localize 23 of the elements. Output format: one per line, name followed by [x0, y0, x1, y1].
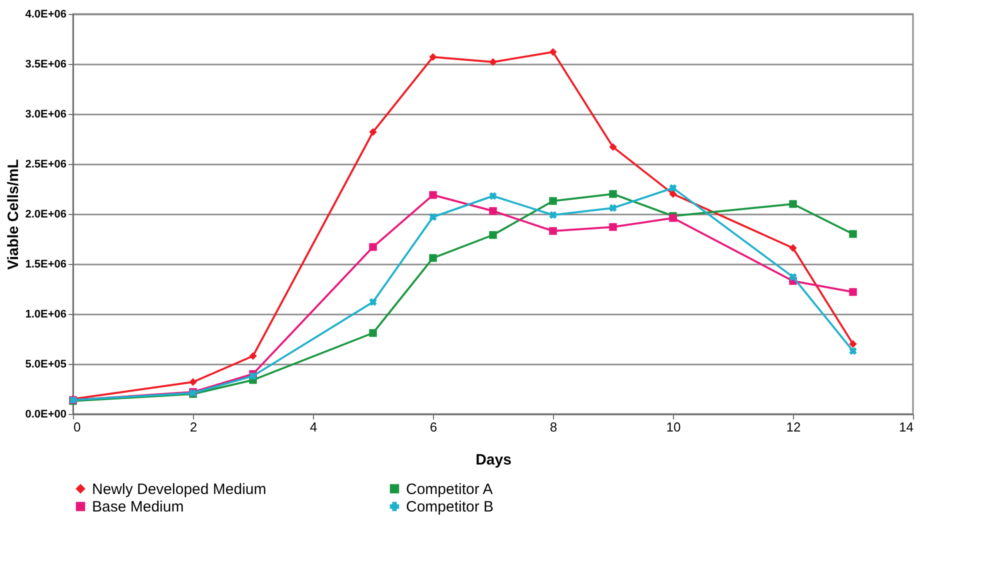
x-tick-label: 10 [666, 420, 681, 434]
x-tick-label: 14 [899, 420, 914, 434]
y-tick-label: 2.0E+06 [25, 208, 66, 220]
x-axis-title: Days [476, 452, 512, 468]
y-tick-label: 0.0E+00 [25, 408, 66, 420]
y-tick-label: 2.5E+06 [25, 158, 66, 170]
legend-label: Competitor B [406, 498, 494, 516]
legend-label: Newly Developed Medium [92, 480, 266, 498]
y-axis-title: Viable Cells/mL [5, 159, 22, 270]
legend-label: Competitor A [406, 480, 493, 498]
y-tick-label: 3.0E+06 [25, 108, 66, 120]
y-tick-label: 3.5E+06 [25, 58, 66, 70]
y-tick-label: 4.0E+06 [25, 8, 66, 20]
x-tick-label: 12 [786, 420, 801, 434]
x-tick-label: 2 [190, 420, 198, 434]
legend-label: Base Medium [92, 498, 184, 516]
x-tick-label: 4 [310, 420, 318, 434]
x-tick-label: 0 [74, 420, 81, 434]
y-tick-label: 1.0E+06 [25, 308, 66, 320]
x-tick-label: 8 [550, 420, 558, 434]
y-tick-label: 1.5E+06 [25, 258, 66, 270]
x-tick-label: 6 [430, 420, 438, 434]
y-tick-label: 5.0E+05 [25, 358, 66, 370]
